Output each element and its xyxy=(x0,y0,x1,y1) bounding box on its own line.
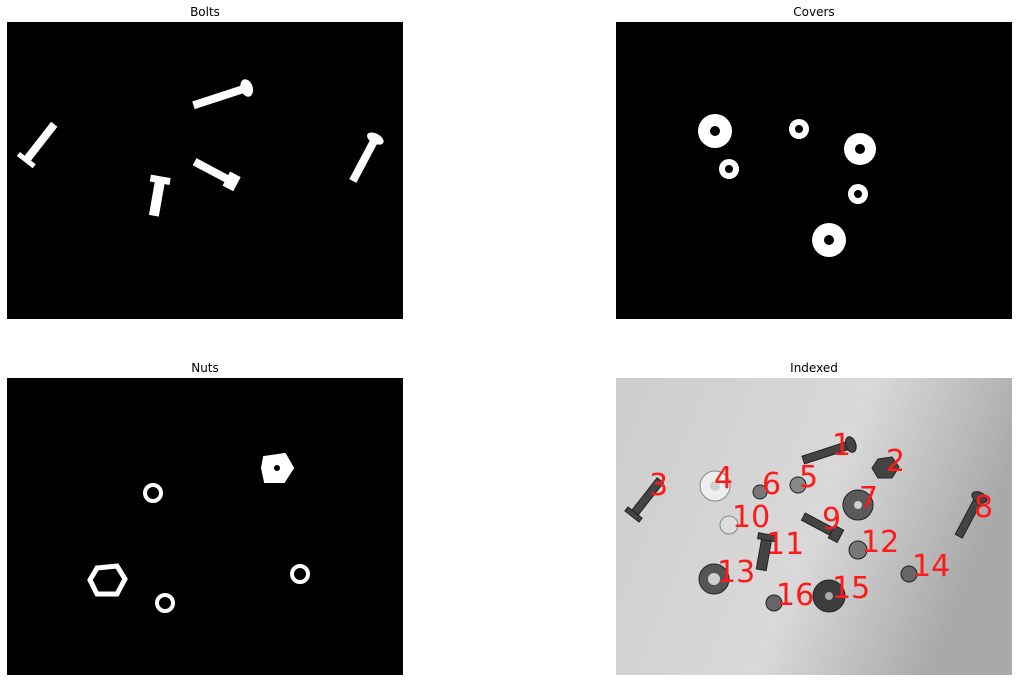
bolts-title: Bolts xyxy=(190,5,220,19)
bolt-blob xyxy=(349,132,384,183)
index-label: 7 xyxy=(859,481,878,516)
bolt-blob xyxy=(192,158,241,192)
index-label: 9 xyxy=(822,502,841,537)
bolt-blob xyxy=(148,174,171,217)
index-label: 4 xyxy=(714,461,733,496)
index-label: 2 xyxy=(886,444,905,479)
index-label: 3 xyxy=(649,468,668,503)
bolt-blob xyxy=(16,121,58,169)
index-label: 14 xyxy=(912,549,950,584)
index-label: 13 xyxy=(717,555,755,590)
index-label: 16 xyxy=(776,578,814,613)
indexed-title: Indexed xyxy=(790,361,838,375)
covers-title: Covers xyxy=(793,5,835,19)
index-label: 5 xyxy=(799,460,818,495)
index-label: 11 xyxy=(766,527,804,562)
index-label: 10 xyxy=(732,500,770,535)
covers-mask-image xyxy=(616,22,1012,319)
index-label: 12 xyxy=(861,525,899,560)
nut-blob xyxy=(143,483,163,503)
bolt-blob xyxy=(192,79,254,110)
nuts-mask-image xyxy=(7,378,403,675)
nut-blob xyxy=(155,593,175,613)
index-label: 8 xyxy=(974,490,993,525)
indexed-image: 1 2 3 4 5 6 7 8 9 10 11 12 13 14 15 16 xyxy=(616,378,1012,675)
nut-blob xyxy=(87,563,128,597)
nut-blob xyxy=(290,564,310,584)
index-label: 1 xyxy=(832,428,851,463)
nuts-title: Nuts xyxy=(191,361,219,375)
index-label: 15 xyxy=(832,571,870,606)
index-label: 6 xyxy=(762,467,781,502)
bolts-mask-image xyxy=(7,22,403,319)
